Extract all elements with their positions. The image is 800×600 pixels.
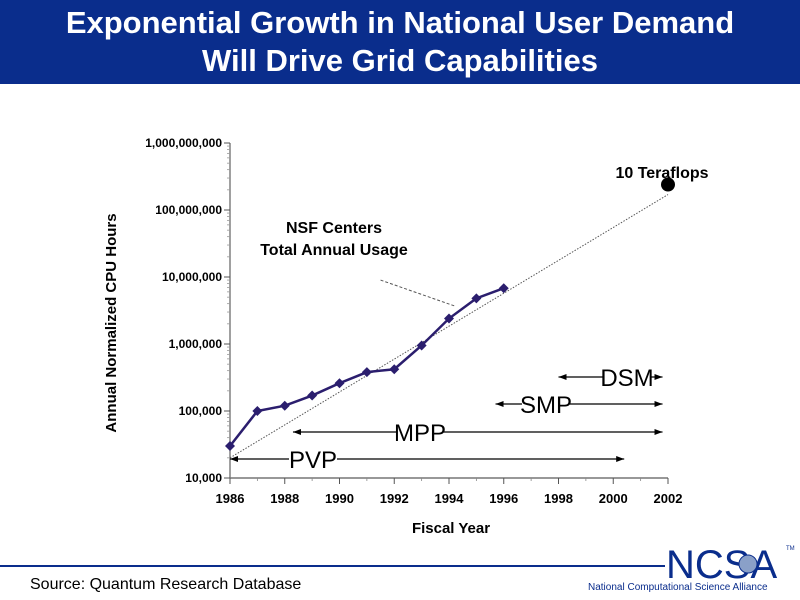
x-tick-label: 1992 xyxy=(380,491,409,506)
era-arrow-head-right xyxy=(654,374,663,380)
chart-markers xyxy=(225,177,675,452)
footer-rule xyxy=(0,565,665,567)
y-tick-label: 10,000,000 xyxy=(162,270,222,284)
ncsa-logo: NCSA TM xyxy=(666,543,795,582)
era-arrow-head-left xyxy=(558,374,567,380)
data-point-marker xyxy=(252,406,263,416)
y-tick-label: 100,000 xyxy=(179,404,223,418)
data-point-marker xyxy=(279,400,290,411)
annotation-line-1: NSF Centers xyxy=(286,220,382,237)
era-label-bg xyxy=(289,445,337,471)
data-point-marker xyxy=(444,313,454,324)
era-label: PVP xyxy=(289,447,337,474)
title-bar: Exponential Growth in National User Dema… xyxy=(0,0,800,84)
y-axis-label: Annual Normalized CPU Hours xyxy=(103,213,120,432)
era-arrows: PVP MPP SMP DSM xyxy=(230,363,663,474)
trend-line xyxy=(229,194,669,459)
x-tick-label: 1988 xyxy=(270,491,299,506)
era-label-bg xyxy=(603,363,651,389)
era-arrow-smp: SMP xyxy=(495,390,663,419)
slide-title-line-1: Exponential Growth in National User Dema… xyxy=(65,5,735,40)
era-arrow-head-left xyxy=(292,429,301,435)
x-tick-label: 2000 xyxy=(599,491,628,506)
era-arrow-dsm: DSM xyxy=(558,363,663,392)
era-arrow-mpp: MPP xyxy=(292,418,663,447)
x-tick-label: 1996 xyxy=(489,491,518,506)
y-tick-label: 10,000 xyxy=(185,471,222,485)
era-label: DSM xyxy=(600,365,653,392)
data-point-marker xyxy=(307,390,318,401)
trademark-mark: TM xyxy=(786,546,795,552)
ncsa-logo-text: NCSA xyxy=(666,543,777,582)
x-tick-label: 1994 xyxy=(435,491,465,506)
data-point-marker xyxy=(471,293,482,304)
era-label: MPP xyxy=(394,420,446,447)
usage-series-line xyxy=(229,287,505,447)
era-arrow-pvp: PVP xyxy=(230,445,625,474)
x-tick-label: 1990 xyxy=(325,491,354,506)
era-arrow-head-right xyxy=(616,456,625,462)
growth-chart: 10,000 100,000 1,000,000 10,000,000 100,000,… xyxy=(103,136,709,537)
target-point-label: 10 Teraflops xyxy=(615,165,708,182)
era-label-bg xyxy=(522,390,570,416)
era-label: SMP xyxy=(520,392,572,419)
era-label-bg xyxy=(396,418,444,444)
x-tick-label: 2002 xyxy=(654,491,683,506)
y-tick-label: 1,000,000 xyxy=(169,337,223,351)
data-point-marker xyxy=(416,340,427,351)
era-arrow-head-right xyxy=(654,429,663,435)
source-note: Source: Quantum Research Database xyxy=(30,576,302,593)
chart-axes xyxy=(229,143,668,479)
target-point-marker xyxy=(661,177,675,192)
organization-name: National Computational Science Alliance xyxy=(588,582,768,593)
data-point-marker xyxy=(498,283,509,294)
y-tick-label: 1,000,000,000 xyxy=(145,136,222,150)
data-point-marker xyxy=(225,441,235,452)
era-arrow-head-left xyxy=(495,401,504,407)
era-arrow-head-right xyxy=(654,401,663,407)
y-tick-label: 100,000,000 xyxy=(155,203,222,217)
annotation-line-2: Total Annual Usage xyxy=(260,242,408,259)
x-tick-label: 1998 xyxy=(544,491,573,506)
data-point-marker xyxy=(361,367,372,378)
chart-ticks: 10,000 100,000 1,000,000 10,000,000 100,000,… xyxy=(145,136,682,506)
x-axis-label: Fiscal Year xyxy=(412,520,490,537)
data-point-marker xyxy=(334,378,345,389)
era-arrow-head-left xyxy=(230,456,238,462)
data-point-marker xyxy=(389,364,400,375)
annotation-leader xyxy=(380,279,455,307)
slide-title-line-2: Will Drive Grid Capabilities xyxy=(202,43,598,78)
x-tick-label: 1986 xyxy=(216,491,245,506)
